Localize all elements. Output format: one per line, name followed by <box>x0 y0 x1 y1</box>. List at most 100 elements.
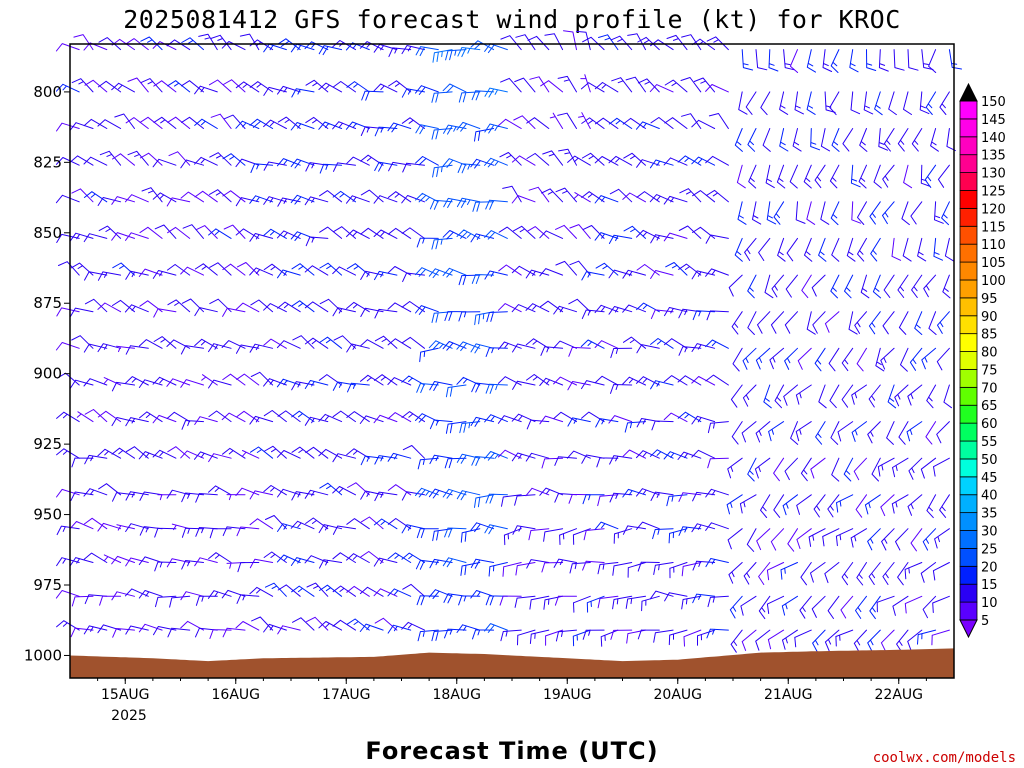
wind-barb <box>830 49 840 73</box>
wind-barb <box>373 195 398 204</box>
wind-barb <box>678 263 702 276</box>
wind-barb <box>76 411 94 423</box>
wind-barb <box>290 520 315 530</box>
wind-barb <box>622 117 646 129</box>
wind-barb <box>731 311 743 335</box>
wind-barb <box>910 528 923 552</box>
wind-barb <box>909 347 923 371</box>
wind-barb <box>612 595 633 610</box>
wind-barb <box>581 191 605 203</box>
wind-barb <box>636 488 660 497</box>
wind-barb <box>236 526 260 537</box>
wind-barb <box>747 128 757 152</box>
colorbar-label: 30 <box>981 525 998 540</box>
wind-barb <box>760 91 771 116</box>
wind-barb <box>868 311 881 335</box>
wind-barb <box>222 526 246 537</box>
wind-barb <box>767 629 785 650</box>
wind-barb <box>345 121 370 130</box>
wind-barb <box>806 311 816 335</box>
wind-barb <box>360 270 384 280</box>
wind-barb <box>415 156 439 166</box>
wind-barb <box>539 415 564 425</box>
wind-barb <box>806 91 816 115</box>
x-tick-label: 22AUG <box>875 687 924 703</box>
wind-barb <box>874 91 883 116</box>
wind-barb <box>928 49 937 73</box>
wind-barb <box>402 162 425 173</box>
x-tick-label: 16AUG <box>212 687 261 703</box>
wind-barb <box>304 416 329 426</box>
wind-barb <box>484 43 508 54</box>
wind-barb <box>305 79 329 93</box>
wind-barb <box>555 260 577 276</box>
wind-barb <box>208 552 232 563</box>
wind-barb <box>249 195 274 204</box>
wind-barb <box>539 300 564 313</box>
wind-barb <box>209 152 232 166</box>
wind-barb <box>415 305 439 315</box>
wind-barb <box>812 629 826 652</box>
wind-barb <box>235 487 260 496</box>
wind-barb <box>198 33 218 51</box>
wind-barb <box>623 152 646 166</box>
wind-barb <box>762 128 771 152</box>
wind-barb <box>754 457 771 479</box>
wind-barb <box>911 128 923 152</box>
wind-barb <box>249 586 274 597</box>
colorbar-box <box>959 315 978 335</box>
wind-barb <box>666 34 688 51</box>
wind-barb <box>346 518 370 530</box>
wind-barb <box>707 595 729 608</box>
wind-barb <box>445 421 467 434</box>
wind-barb <box>678 526 702 536</box>
wind-barb <box>388 47 412 58</box>
wind-barb <box>415 487 439 498</box>
wind-barb <box>125 376 149 386</box>
wind-barb <box>611 77 633 93</box>
wind-barb <box>691 449 716 459</box>
wind-barb <box>152 414 177 424</box>
colorbar-box <box>959 136 978 156</box>
wind-barb <box>931 629 950 646</box>
wind-barb <box>544 33 564 51</box>
wind-barb <box>167 116 191 129</box>
wind-barb <box>594 521 619 530</box>
wind-barb <box>500 35 522 51</box>
wind-barb <box>868 384 881 408</box>
wind-barb <box>697 629 716 646</box>
wind-barb <box>932 595 950 613</box>
colorbar-box <box>959 190 978 209</box>
wind-barb <box>525 452 550 462</box>
wind-barb <box>485 347 508 357</box>
wind-barb <box>830 201 840 226</box>
wind-barb <box>755 421 771 443</box>
wind-barb <box>822 49 833 72</box>
wind-barb <box>458 91 481 103</box>
wind-barb <box>653 629 674 643</box>
wind-barb <box>581 380 605 390</box>
wind-barb <box>152 41 177 51</box>
wind-barb <box>139 116 163 129</box>
wind-barb <box>277 488 301 498</box>
wind-barb <box>841 347 854 372</box>
y-tick-label: 900 <box>33 365 62 383</box>
wind-barb <box>737 201 747 225</box>
wind-barb <box>401 552 425 563</box>
wind-barb <box>545 629 564 646</box>
wind-barb <box>470 40 495 51</box>
wind-barb <box>692 593 716 604</box>
wind-barb <box>842 128 854 152</box>
wind-barb <box>210 34 232 51</box>
wind-barb <box>557 75 577 93</box>
wind-barb <box>705 339 729 349</box>
wind-barb <box>111 417 135 427</box>
wind-barb <box>636 264 660 276</box>
wind-barb <box>692 226 716 239</box>
wind-barb <box>55 342 80 351</box>
wind-barb <box>222 373 246 386</box>
wind-barb <box>153 308 177 318</box>
x-tick-label: 18AUG <box>433 687 482 703</box>
wind-barb <box>290 194 315 205</box>
wind-barb <box>318 45 343 56</box>
